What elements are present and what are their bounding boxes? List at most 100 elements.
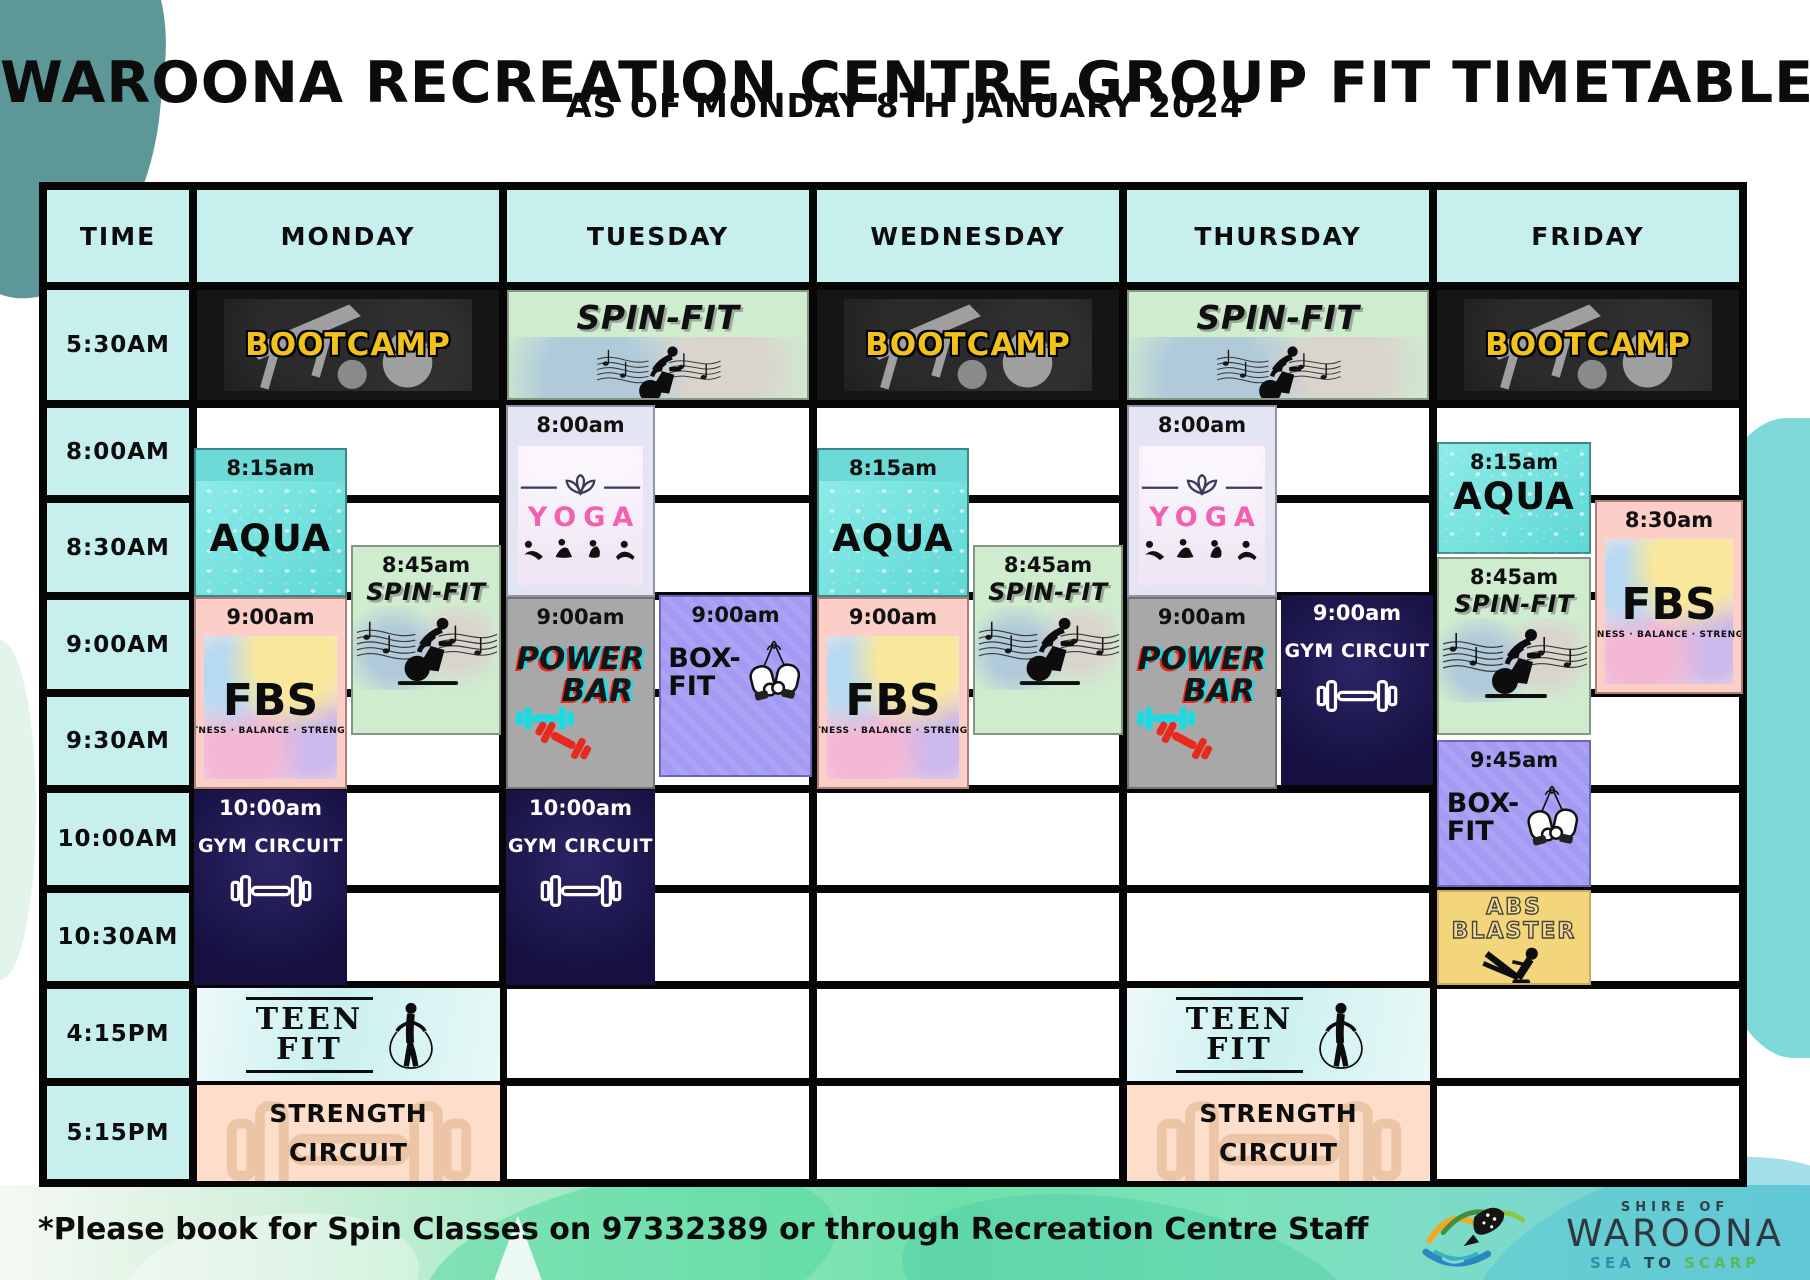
dumbbell-icon <box>1156 1101 1401 1181</box>
powerbar-logo: POWER BAR <box>508 644 653 764</box>
header-cell-tuesday: TUESDAY <box>507 190 809 282</box>
class-tagline: FITNESS · BALANCE · STRENGTH <box>196 726 346 737</box>
class-title: BOOTCAMP <box>865 327 1071 363</box>
class-title: SPIN-FIT <box>1454 590 1574 619</box>
dumbbell-icon <box>540 875 621 908</box>
class-title: CIRCUIT <box>1219 1138 1338 1167</box>
water-texture: AQUA <box>819 481 967 595</box>
grid-cell-tuesday-5-15pm <box>507 1086 809 1179</box>
class-block-gym-circuit-monday-1000am: 10:00am GYM CIRCUIT <box>194 790 347 985</box>
class-title: BAR <box>1183 672 1255 709</box>
waroona-logo-mark-icon <box>1422 1207 1526 1267</box>
spin-art <box>509 337 807 398</box>
class-block-teen-fit-thursday-415pm: TEEN FIT <box>1127 988 1430 1081</box>
fbs-card: FBS FITNESS · BALANCE · STRENGTH <box>196 636 345 779</box>
class-time: 9:00am <box>848 605 938 629</box>
class-title: BAR <box>561 672 634 709</box>
class-block-bootcamp-friday-530am: BOOTCAMP <box>1437 290 1739 400</box>
class-title: SPIN-FIT <box>1196 298 1360 337</box>
class-title: TEEN FIT <box>1175 996 1304 1073</box>
class-block-aqua-monday-815am: 8:15am AQUA <box>194 448 347 597</box>
grid-cell-thursday-10-00am <box>1127 793 1429 885</box>
class-title: AQUA <box>1453 475 1575 519</box>
time-cell-5-30am: 5:30AM <box>47 290 189 400</box>
class-block-teen-fit-monday-415pm: TEEN FIT <box>197 988 500 1081</box>
class-block-gym-circuit-tuesday-1000am: 10:00am GYM CIRCUIT <box>506 790 655 985</box>
class-block-aqua-wednesday-815am: 8:15am AQUA <box>817 448 969 597</box>
class-title: BOX- FIT <box>1446 787 1520 848</box>
class-title: BOX- FIT <box>668 642 741 703</box>
class-block-box-fit-tuesday-900am: 9:00am BOX- FIT <box>659 595 812 777</box>
spin-bike-music-icon <box>356 618 498 686</box>
bootcamp-photo <box>844 298 1092 392</box>
class-block-bootcamp-monday-530am: BOOTCAMP <box>197 290 499 400</box>
spin-art <box>353 606 499 691</box>
dumbbell-icon <box>230 875 311 908</box>
class-title: SPIN-FIT <box>366 578 486 607</box>
class-time: 8:00am <box>536 413 625 437</box>
class-block-box-fit-friday-945am: 9:45am BOX- FIT <box>1437 740 1591 887</box>
class-block-bootcamp-wednesday-530am: BOOTCAMP <box>817 290 1119 400</box>
class-title: GYM CIRCUIT <box>197 835 343 858</box>
grid-cell-thursday-10-30am <box>1127 893 1429 981</box>
dumbbell-icon <box>226 1101 471 1181</box>
header-cell-monday: MONDAY <box>197 190 499 282</box>
class-block-strength-circuit-thursday-515pm: STRENGTH CIRCUIT <box>1127 1085 1430 1181</box>
class-block-yoga-thursday-800am: 8:00am YOGA <box>1127 405 1277 597</box>
time-cell-9-30am: 9:30AM <box>47 697 189 785</box>
spin-art <box>975 606 1121 691</box>
class-block-fbs-wednesday-900am: 9:00am FBS FITNESS · BALANCE · STRENGTH <box>817 597 969 789</box>
vsit-person-icon <box>1482 948 1538 983</box>
class-title: GYM CIRCUIT <box>507 835 653 858</box>
lotus-icon <box>520 473 641 496</box>
class-block-spin-fit-monday-845am: 8:45am SPIN-FIT <box>351 545 501 735</box>
gym-equipment-icon <box>247 304 433 390</box>
header-cell-thursday: THURSDAY <box>1127 190 1429 282</box>
class-title: BOOTCAMP <box>1485 327 1691 363</box>
class-title: FBS <box>1621 579 1717 631</box>
gym-equipment-icon <box>1487 304 1673 390</box>
grid-cell-friday-5-15pm <box>1437 1086 1739 1179</box>
class-block-fbs-friday-830am: 8:30am FBS FITNESS · BALANCE · STRENGTH <box>1595 500 1743 694</box>
class-time: 9:45am <box>1469 748 1559 772</box>
class-title: CIRCUIT <box>289 1138 408 1167</box>
spin-art <box>1439 618 1589 703</box>
time-cell-8-30am: 8:30AM <box>47 503 189 592</box>
class-title: YOGA <box>1149 501 1262 533</box>
fbs-card: FBS FITNESS · BALANCE · STRENGTH <box>819 636 967 779</box>
class-time: 8:45am <box>381 553 471 577</box>
spin-bike-music-icon <box>1442 629 1588 699</box>
class-time: 8:15am <box>848 456 938 480</box>
booking-note: *Please book for Spin Classes on 9733238… <box>38 1212 1369 1247</box>
class-time: 9:00am <box>1157 605 1247 629</box>
bootcamp-photo <box>224 298 472 392</box>
powerbar-dumbbell-icon <box>516 707 574 731</box>
header-cell-wednesday: WEDNESDAY <box>817 190 1119 282</box>
time-cell-4-15pm: 4:15PM <box>47 989 189 1078</box>
time-cell-8-00am: 8:00AM <box>47 408 189 495</box>
header-cell-time: TIME <box>47 190 189 282</box>
class-tagline: FITNESS · BALANCE · STRENGTH <box>1596 630 1743 641</box>
class-title: FBS <box>222 675 319 727</box>
powerbar-dumbbell-icon <box>1137 707 1195 731</box>
boxing-gloves-icon <box>1527 785 1579 846</box>
class-time: 9:00am <box>1312 601 1402 625</box>
header-cell-friday: FRIDAY <box>1437 190 1739 282</box>
boxfit-row: BOX- FIT <box>1439 781 1589 855</box>
class-title: GYM CIRCUIT <box>1284 640 1430 663</box>
class-block-spin-fit-tuesday-530am: SPIN-FIT <box>507 290 809 400</box>
class-title: POWER <box>1137 641 1267 678</box>
jump-rope-person-icon <box>1319 1002 1363 1069</box>
boxing-gloves-icon <box>749 640 800 701</box>
class-block-power-bar-thursday-900am: 9:00am POWER BAR <box>1127 597 1277 789</box>
logo-tagline: SEA TO SCARP <box>1590 1253 1761 1272</box>
dumbbell-icon <box>1316 680 1398 713</box>
lotus-icon <box>1141 473 1263 496</box>
class-block-power-bar-tuesday-900am: 9:00am POWER BAR <box>506 597 655 789</box>
spin-art <box>1129 337 1427 398</box>
class-title: TEEN FIT <box>245 996 374 1073</box>
grid-cell-wednesday-5-15pm <box>817 1086 1119 1179</box>
class-block-yoga-tuesday-800am: 8:00am YOGA <box>506 405 655 597</box>
boxfit-row: BOX- FIT <box>661 636 810 710</box>
